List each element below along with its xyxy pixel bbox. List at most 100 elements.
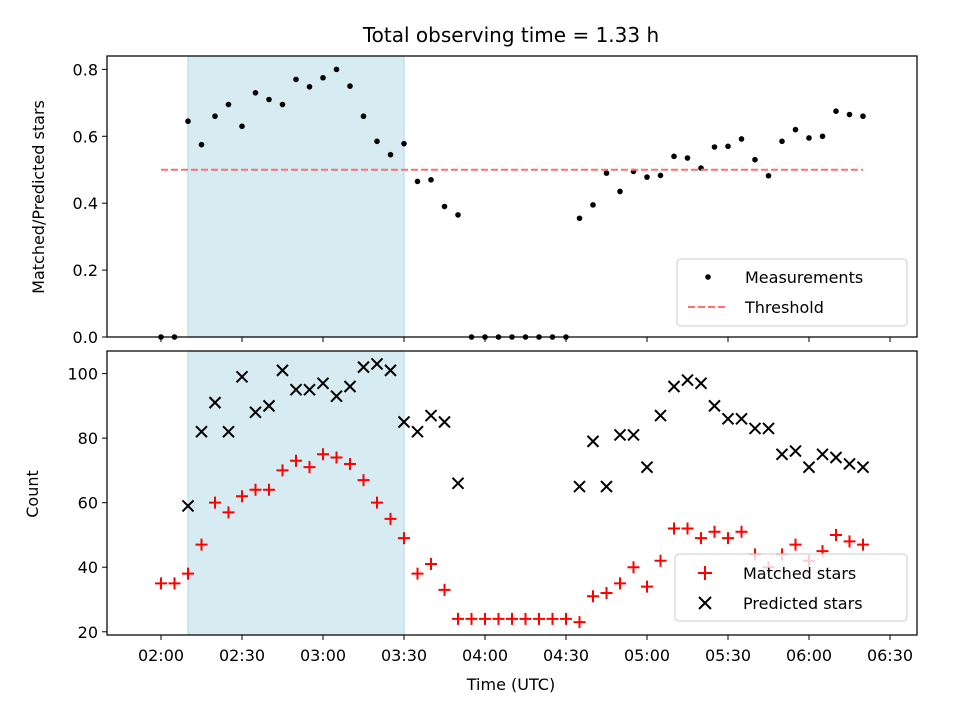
measurement-point [185,118,191,125]
measurement-point [198,141,205,148]
x-tick-label: 05:30 [705,646,751,665]
matched-stars-point [330,451,343,464]
measurement-point [387,151,394,158]
x-tick-label: 04:00 [462,646,508,665]
predicted-stars-point [370,357,384,371]
matched-stars-point [222,506,235,519]
matched-stars-point [681,522,694,535]
bottom-legend-box [674,553,908,622]
predicted-stars-point [843,457,856,471]
matched-stars-point [600,587,613,600]
matched-stars-point [438,583,451,596]
matched-stars-point [668,522,680,535]
measurement-point [225,101,232,108]
predicted-stars-point [681,373,694,387]
measurement-point [320,74,326,81]
x-tick-label: 04:30 [543,646,589,665]
predicted-stars-point [573,480,586,493]
matched-stars-point [425,558,437,570]
measurement-point [279,101,286,108]
matched-stars-point [290,454,302,467]
top-panel-y-ticks: 0.0 0.2 0.4 0.6 0.8 [73,60,107,347]
predicted-stars-point [775,448,789,461]
x-tick-label: 02:30 [219,646,265,665]
measurement-point [792,126,799,133]
measurement-point [711,144,718,150]
measurement-point [671,153,677,160]
measurement-point [414,178,421,185]
matched-stars-point [789,538,802,551]
measurement-point [617,188,623,195]
measurement-point [306,83,313,90]
predicted-stars-point [640,460,654,474]
matched-stars-point [533,612,545,625]
measurement-point [239,123,245,130]
measurement-point [765,172,772,179]
measurement-point [860,113,866,120]
y-tick-label: 20 [78,623,98,642]
bottom-panel: 20 40 60 80 100 02:00 02:30 03:00 03:30 04:00 04:… [23,350,918,694]
predicted-stars-point [816,448,829,461]
matched-stars-point [465,612,478,625]
matched-stars-point [236,490,248,503]
y-tick-label: 80 [78,429,98,448]
measurement-point [333,66,340,73]
matched-stars-point [155,577,167,590]
matched-stars-point [492,612,505,625]
predicted-stars-point [708,399,721,413]
predicted-stars-point [748,422,762,435]
matched-stars-point [641,580,653,593]
measurement-point [455,212,461,218]
matched-stars-point [573,616,586,629]
x-tick-label: 02:00 [138,646,184,665]
observing-window-shade [187,55,405,338]
top-panel-frame [106,55,918,338]
x-tick-label: 06:00 [786,646,832,665]
top-panel-marks [158,66,866,340]
predicted-stars-point [289,383,303,396]
top-panel-y-axis-label: Matched/Predicted stars [29,100,48,294]
predicted-stars-point [330,389,343,403]
x-tick-label: 05:00 [624,646,670,665]
y-tick-label: 0.6 [73,127,98,146]
measurement-point [752,156,758,163]
predicted-stars-point [451,477,465,490]
measurement-point [590,202,596,208]
matched-stars-point [830,528,842,541]
predicted-stars-point [222,425,235,438]
matched-stars-point [249,483,262,496]
predicted-stars-point [276,364,289,377]
y-tick-label: 0.2 [73,261,98,280]
predicted-stars-point [316,377,330,390]
measurement-point [441,203,448,210]
matched-stars-point [303,461,316,474]
matched-stars-point [506,612,518,625]
y-tick-label: 100 [67,365,98,384]
measurement-point [725,143,731,150]
measurement-point [603,170,610,176]
top-legend-box [676,258,908,327]
matched-stars-point [168,577,181,590]
predicted-stars-point [195,425,208,438]
predicted-stars-point [829,451,843,464]
measurement-point [374,138,380,145]
predicted-stars-point [627,428,640,442]
matched-stars-point [857,538,869,551]
matched-stars-point [411,567,424,580]
y-tick-label: 60 [78,494,98,513]
x-tick-label: 03:30 [381,646,427,665]
matched-stars-point [384,512,397,525]
observing-window-shade [187,350,405,636]
top-panel: 0.00.20.40.60.8 Matched/Predicted stars … [29,55,918,347]
matched-stars-point [614,577,626,590]
predicted-stars-point [721,412,735,425]
predicted-stars-point [613,428,627,442]
predicted-stars-point [667,380,681,393]
matched-stars-point [195,538,208,551]
matched-stars-point [695,532,707,545]
matched-stars-point [209,496,221,509]
predicted-stars-point [181,499,195,513]
matched-stars-point [357,474,370,487]
matched-stars-point [371,496,383,509]
legend-predicted-label: Predicted stars [743,594,863,613]
